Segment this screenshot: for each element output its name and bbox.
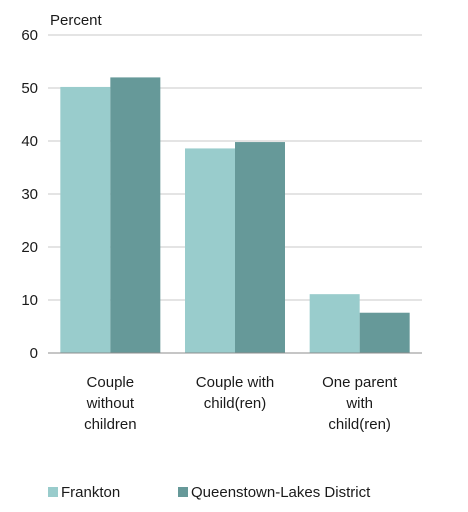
x-category-label: Couple without children [84,374,137,433]
bar-frankton-2 [309,294,360,353]
y-tick-label: 0 [30,345,38,362]
x-category-label: One parent with child(ren) [322,374,398,433]
bar-frankton-0 [60,86,111,353]
y-tick-label: 40 [21,133,38,150]
y-tick-label: 10 [21,292,38,309]
y-tick-label: 50 [21,80,38,97]
x-category-label-line: child(ren) [204,395,267,412]
y-tick-label: 60 [21,27,38,44]
legend-label: Queenstown-Lakes District [191,484,371,501]
x-category-label: Couple with child(ren) [196,374,274,412]
bars [60,77,410,354]
bar-queenstown-lakes-1 [235,142,285,353]
y-tick-labels: 0 10 20 30 40 50 60 [21,27,38,362]
x-category-labels: Couple without children Couple with child(re… [84,374,398,433]
legend-swatch [178,487,188,497]
y-tick-label: 20 [21,239,38,256]
x-category-label-line: Couple [87,374,135,391]
x-category-label-line: with [345,395,373,412]
bar-queenstown-lakes-2 [359,312,410,353]
bar-queenstown-lakes-0 [110,77,161,354]
legend: Frankton Queenstown-Lakes District [48,484,371,501]
x-category-label-line: child(ren) [328,416,391,433]
x-category-label-line: without [86,395,135,412]
y-axis-title: Percent [50,12,103,29]
y-tick-label: 30 [21,186,38,203]
x-category-label-line: One parent [322,374,398,391]
legend-swatch [48,487,58,497]
bar-frankton-1 [185,148,235,353]
x-category-label-line: children [84,416,137,433]
legend-label: Frankton [61,484,120,501]
x-category-label-line: Couple with [196,374,274,391]
